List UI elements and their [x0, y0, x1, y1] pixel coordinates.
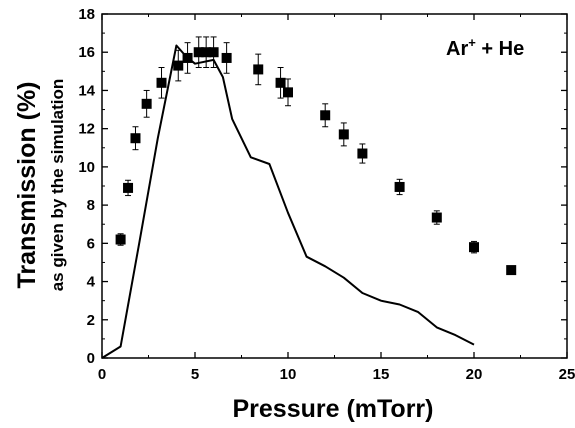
y-tick-label: 16	[78, 44, 95, 61]
simulation-line	[101, 44, 475, 359]
y-tick-label: 0	[87, 350, 95, 367]
square-marker	[469, 242, 479, 253]
x-tick-label: 0	[98, 366, 106, 383]
y-tick-label: 12	[78, 121, 95, 138]
y-tick-label: 2	[87, 312, 95, 329]
square-marker	[506, 265, 517, 276]
square-marker	[173, 60, 184, 71]
x-tick-label: 25	[559, 366, 575, 383]
measured-marker-series	[115, 36, 517, 276]
y-tick-label: 8	[87, 197, 95, 214]
data-point	[320, 103, 331, 128]
data-point	[201, 36, 212, 69]
square-marker	[357, 148, 368, 159]
data-point	[182, 42, 193, 74]
x-axis-title: Pressure (mTorr)	[233, 395, 434, 423]
x-axis-ticks: 0 5 10 15 20 25	[98, 14, 575, 383]
data-point	[338, 122, 349, 147]
y-tick-label: 14	[78, 82, 95, 99]
data-point	[275, 67, 286, 99]
square-marker	[275, 77, 286, 88]
simulation-line-series	[101, 44, 475, 359]
y-tick-label: 18	[78, 6, 95, 23]
y-tick-label: 10	[78, 159, 95, 176]
annotation-rest: + He	[476, 38, 524, 60]
square-marker	[115, 234, 126, 245]
data-point	[130, 126, 141, 151]
square-marker	[253, 64, 264, 75]
square-marker	[208, 47, 219, 58]
data-point	[506, 265, 517, 276]
data-point	[253, 53, 264, 86]
y-tick-label: 6	[87, 235, 95, 252]
data-point	[431, 210, 442, 225]
data-point	[357, 143, 368, 164]
data-point	[193, 36, 204, 69]
x-tick-label: 10	[280, 366, 297, 383]
data-point	[141, 89, 152, 118]
data-point	[156, 67, 167, 99]
x-tick-label: 5	[191, 366, 199, 383]
square-marker	[201, 47, 212, 58]
x-tick-label: 15	[373, 366, 390, 383]
data-point	[208, 36, 219, 69]
data-point	[115, 233, 126, 246]
data-point	[283, 78, 293, 107]
data-point	[123, 179, 134, 197]
square-marker	[130, 133, 141, 144]
annotation-superscript: +	[468, 35, 476, 50]
data-point	[394, 178, 405, 196]
y-axis-subtitle: as given by the simulation	[48, 79, 67, 292]
square-marker	[193, 47, 204, 58]
y-tick-label: 4	[87, 274, 96, 291]
data-point	[469, 240, 479, 254]
square-marker	[182, 52, 193, 63]
square-marker	[221, 52, 232, 63]
data-point	[173, 49, 184, 82]
x-tick-label: 20	[466, 366, 483, 383]
square-marker	[320, 110, 331, 121]
square-marker	[156, 77, 167, 88]
gas-annotation: Ar+ + He	[446, 35, 524, 60]
square-marker	[141, 98, 152, 109]
square-marker	[123, 182, 134, 193]
annotation-base: Ar	[446, 38, 468, 60]
y-axis-title: Transmission (%)	[13, 82, 41, 289]
square-marker	[338, 129, 349, 140]
data-point	[221, 42, 232, 74]
square-marker	[394, 181, 405, 192]
y-axis-ticks: 0 2 4 6 8 10 12 14 16 18	[78, 6, 567, 367]
square-marker	[431, 212, 442, 223]
square-marker	[283, 87, 293, 98]
